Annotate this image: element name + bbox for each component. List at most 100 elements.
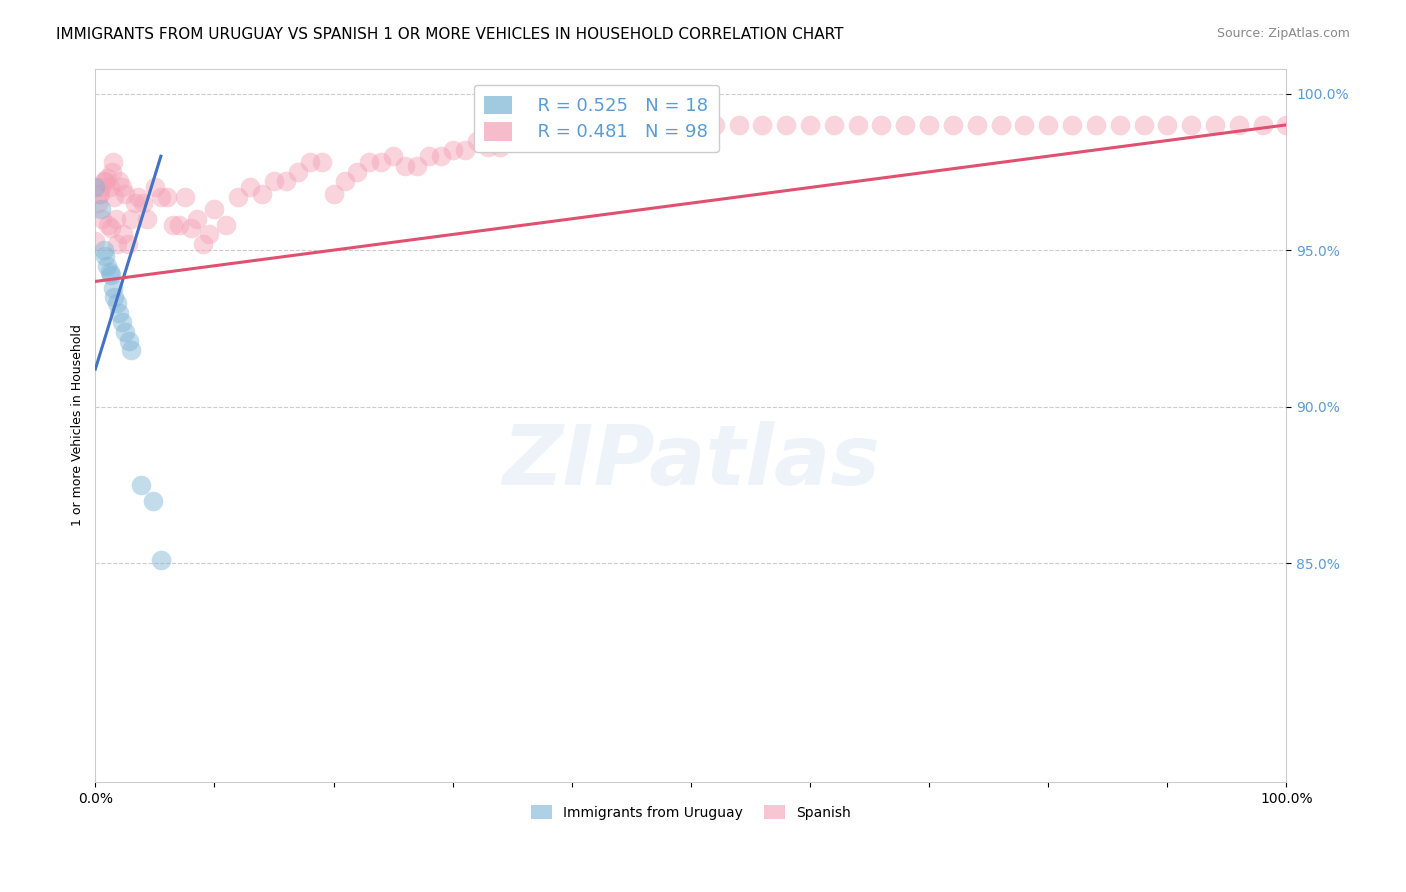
Point — [215, 218, 238, 232]
Point — [727, 118, 749, 132]
Point — [104, 211, 127, 226]
Point — [108, 306, 131, 320]
Point — [132, 196, 155, 211]
Point — [105, 236, 128, 251]
Point — [197, 227, 219, 242]
Point — [298, 155, 321, 169]
Point — [418, 149, 440, 163]
Point — [87, 186, 110, 201]
Point — [1132, 118, 1154, 132]
Point — [287, 165, 309, 179]
Point — [97, 218, 120, 232]
Point — [167, 218, 190, 232]
Point — [406, 159, 429, 173]
Point — [120, 211, 142, 226]
Point — [346, 165, 368, 179]
Point — [322, 186, 344, 201]
Point — [91, 211, 114, 226]
Point — [655, 118, 678, 132]
Point — [117, 236, 139, 251]
Point — [94, 174, 117, 188]
Y-axis label: 1 or more Vehicles in Household: 1 or more Vehicles in Household — [72, 325, 84, 526]
Point — [1038, 118, 1060, 132]
Point — [501, 134, 523, 148]
Point — [679, 118, 702, 132]
Point — [633, 128, 655, 142]
Point — [96, 259, 118, 273]
Point — [149, 553, 172, 567]
Text: Source: ZipAtlas.com: Source: ZipAtlas.com — [1216, 27, 1350, 40]
Point — [1275, 118, 1298, 132]
Point — [894, 118, 917, 132]
Point — [382, 149, 405, 163]
Point — [135, 211, 157, 226]
Text: ZIPatlas: ZIPatlas — [502, 421, 880, 501]
Point — [966, 118, 988, 132]
Point — [101, 165, 124, 179]
Point — [1060, 118, 1083, 132]
Point — [110, 180, 132, 194]
Point — [441, 143, 464, 157]
Point — [1180, 118, 1202, 132]
Point — [96, 171, 118, 186]
Point — [465, 134, 488, 148]
Text: IMMIGRANTS FROM URUGUAY VS SPANISH 1 OR MORE VEHICLES IN HOUSEHOLD CORRELATION C: IMMIGRANTS FROM URUGUAY VS SPANISH 1 OR … — [56, 27, 844, 42]
Point — [1156, 118, 1178, 132]
Point — [124, 196, 146, 211]
Point — [239, 180, 262, 194]
Point — [120, 343, 142, 358]
Point — [751, 118, 773, 132]
Point — [1204, 118, 1226, 132]
Point — [186, 211, 208, 226]
Point — [548, 134, 571, 148]
Point — [870, 118, 893, 132]
Point — [524, 134, 547, 148]
Point — [489, 140, 512, 154]
Point — [311, 155, 333, 169]
Point — [1227, 118, 1250, 132]
Point — [114, 186, 136, 201]
Point — [84, 234, 107, 248]
Point — [335, 174, 357, 188]
Point — [87, 196, 110, 211]
Point — [250, 186, 273, 201]
Point — [93, 243, 115, 257]
Point — [359, 155, 381, 169]
Point — [477, 140, 499, 154]
Point — [775, 118, 797, 132]
Point — [609, 128, 631, 142]
Point — [942, 118, 965, 132]
Point — [110, 315, 132, 329]
Point — [561, 134, 583, 148]
Point — [1251, 118, 1274, 132]
Point — [173, 190, 195, 204]
Point — [162, 218, 184, 232]
Point — [90, 180, 112, 194]
Point — [703, 118, 725, 132]
Point — [149, 190, 172, 204]
Point — [513, 134, 536, 148]
Point — [274, 174, 297, 188]
Point — [100, 268, 122, 282]
Point — [1108, 118, 1130, 132]
Point — [263, 174, 285, 188]
Point — [103, 155, 125, 169]
Point — [100, 221, 122, 235]
Point — [453, 143, 475, 157]
Point — [1014, 118, 1036, 132]
Point — [98, 265, 121, 279]
Point — [98, 180, 121, 194]
Point — [156, 190, 179, 204]
Point — [370, 155, 392, 169]
Point — [537, 134, 560, 148]
Legend: Immigrants from Uruguay, Spanish: Immigrants from Uruguay, Spanish — [526, 799, 856, 825]
Point — [141, 493, 163, 508]
Point — [204, 202, 226, 217]
Point — [918, 118, 941, 132]
Point — [94, 249, 117, 263]
Point — [429, 149, 451, 163]
Point — [143, 180, 166, 194]
Point — [89, 186, 111, 201]
Point — [105, 296, 128, 310]
Point — [180, 221, 202, 235]
